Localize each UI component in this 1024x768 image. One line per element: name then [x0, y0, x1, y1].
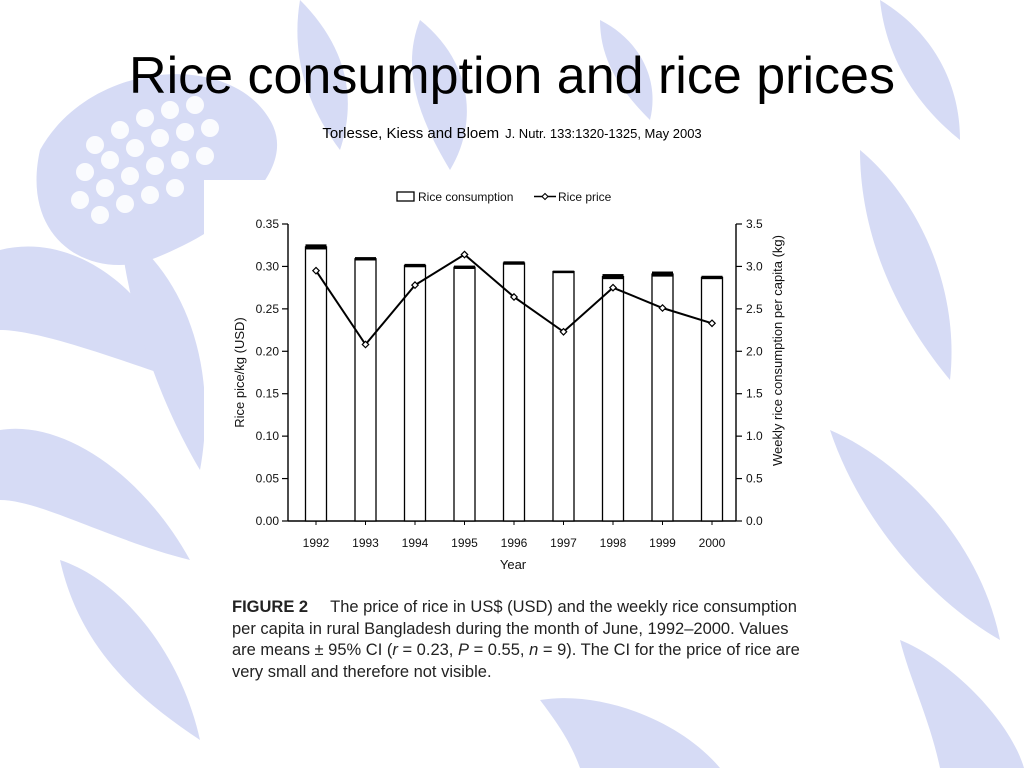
consumption-bar [453, 266, 476, 522]
right-tick-label: 3.0 [746, 259, 763, 273]
consumption-ci-bar [454, 265, 475, 269]
right-tick-label: 3.5 [746, 217, 763, 231]
right-tick-label: 0.0 [746, 514, 763, 528]
consumption-ci-bar [404, 263, 426, 268]
right-tick-label: 2.0 [746, 344, 763, 358]
right-tick-label: 2.5 [746, 302, 763, 316]
price-point [361, 340, 370, 349]
right-tick-label: 1.5 [746, 387, 763, 401]
x-tick-label: 1998 [600, 536, 627, 550]
price-point [707, 319, 717, 328]
x-tick-label: 1993 [352, 536, 379, 550]
price-point [658, 303, 667, 313]
legend-consumption-label: Rice consumption [418, 190, 513, 204]
figure-caption: FIGURE 2 The price of rice in US$ (USD) a… [232, 597, 812, 683]
left-tick-label: 0.10 [256, 429, 280, 443]
legend-price-label: Rice price [558, 190, 612, 204]
left-tick-label: 0.35 [256, 217, 280, 231]
consumption-ci-bar [652, 271, 673, 277]
caption-text-4: = 9). The CI for the price of rice are v… [232, 641, 800, 681]
caption-text-2: = 0.23, [397, 641, 458, 659]
caption-r-symbol: r [392, 641, 398, 659]
x-tick-label: 2000 [699, 536, 726, 550]
price-point [509, 292, 519, 302]
price-point [410, 281, 420, 290]
x-tick-label: 1992 [303, 536, 330, 550]
citation-authors: Torlesse, Kiess and Bloem [322, 125, 500, 142]
consumption-bar [354, 258, 377, 522]
x-tick-label: 1996 [501, 536, 528, 550]
left-tick-label: 0.25 [256, 302, 280, 316]
caption-p-symbol: P [457, 641, 469, 659]
left-tick-label: 0.00 [256, 514, 280, 528]
price-point [608, 283, 618, 292]
legend-bar-swatch [396, 191, 415, 202]
x-tick-label: 1997 [550, 536, 577, 550]
x-axis-title: Year [500, 557, 527, 572]
consumption-bar [601, 275, 625, 522]
consumption-bar [552, 270, 575, 522]
figure-panel: 0.00 0.05 0.10 0.15 0.20 0.25 0.30 0.35 0.0 0.5 1.… [204, 180, 822, 685]
consumption-bar [304, 246, 328, 522]
consumption-ci-bar [503, 261, 525, 265]
left-tick-label: 0.15 [256, 387, 280, 401]
consumption-ci-bar [701, 275, 723, 280]
citation: Torlesse, Kiess and Bloem J. Nutr. 133:13… [0, 125, 1024, 142]
rice-chart: 0.00 0.05 0.10 0.15 0.20 0.25 0.30 0.35 0.0 0.5 1.… [232, 190, 785, 572]
consumption-ci-bar [355, 257, 376, 261]
right-tick-label: 1.0 [746, 429, 763, 443]
price-point [311, 266, 321, 275]
slide-title: Rice consumption and rice prices [129, 47, 895, 105]
consumption-ci-bar [553, 270, 574, 274]
right-tick-label: 0.5 [746, 472, 763, 486]
caption-text-3: = 0.55, [468, 641, 530, 659]
x-tick-label: 1995 [451, 536, 478, 550]
citation-journal: J. Nutr. 133:1320-1325, May 2003 [505, 126, 702, 141]
caption-n-symbol: n [529, 641, 539, 659]
left-tick-label: 0.20 [256, 344, 280, 358]
x-tick-label: 1999 [649, 536, 676, 550]
consumption-bar [700, 276, 724, 522]
left-tick-label: 0.30 [256, 259, 280, 273]
price-point [460, 250, 469, 259]
price-point [559, 327, 568, 336]
legend-line-marker [541, 192, 549, 201]
caption-text-1: The price of rice in US$ (USD) and the w… [232, 598, 797, 659]
consumption-ci-bar [305, 244, 327, 250]
right-axis-title: Weekly rice consumption per capita (kg) [770, 235, 785, 466]
left-axis-title: Rice pice/kg (USD) [232, 317, 247, 428]
consumption-ci-bar [602, 274, 624, 280]
consumption-bar [403, 264, 427, 522]
figure-label: FIGURE 2 [232, 598, 309, 616]
x-tick-label: 1994 [402, 536, 429, 550]
left-tick-label: 0.05 [256, 472, 280, 486]
